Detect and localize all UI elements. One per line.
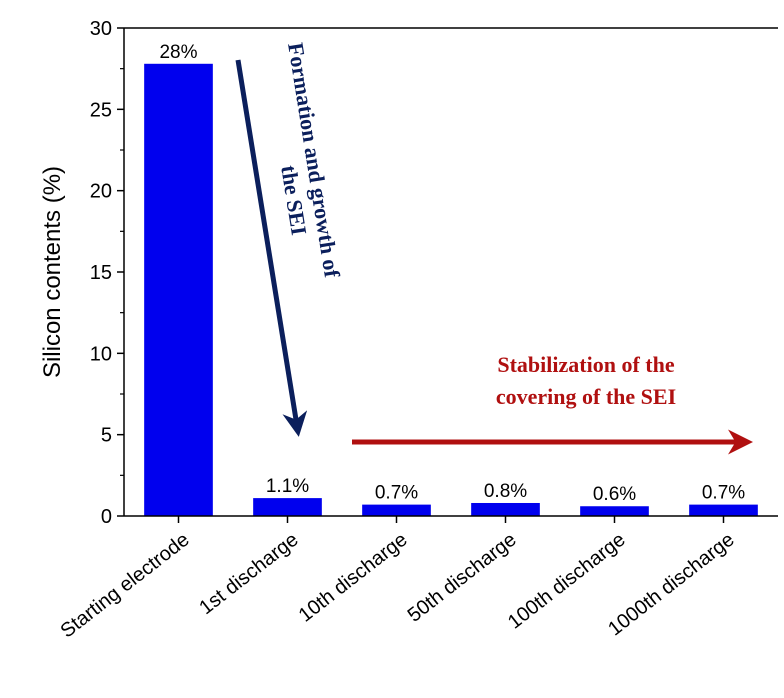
y-ticks-group: 0 5 10 15 20 25 30 (90, 18, 112, 528)
bars-group (144, 63, 758, 516)
formation-arrow (235, 59, 308, 437)
y-tick-label-4: 15 (90, 262, 112, 284)
y-tick-label-5: 20 (90, 181, 112, 203)
y-axis-label: Silicon contents (%) (39, 166, 66, 378)
data-label-6: 0.7% (702, 483, 745, 504)
axes-group (117, 27, 778, 523)
y-tick-label-2: 5 (101, 425, 112, 447)
bar-4 (471, 502, 540, 516)
bar-2 (253, 498, 322, 516)
x-tick-label-4: 50th discharge (404, 529, 521, 627)
data-labels-group: 28% 1.1% 0.7% 0.8% 0.6% 0.7% (159, 42, 745, 505)
stabilization-annotation: Stabilization of the covering of the SEI (496, 352, 676, 409)
x-tick-label-1: Starting electrode (57, 529, 194, 643)
stabilization-text-line-1: Stabilization of the (497, 352, 674, 377)
y-tick-label-3: 10 (90, 343, 112, 365)
data-label-4: 0.8% (484, 481, 527, 502)
bar-3 (362, 504, 431, 516)
y-tick-label-1: 0 (101, 506, 112, 528)
bar-5 (580, 506, 649, 516)
data-label-5: 0.6% (593, 484, 636, 505)
data-label-2: 1.1% (266, 476, 309, 497)
bar-6 (689, 504, 758, 516)
y-tick-label-6: 25 (90, 99, 112, 121)
x-tick-label-3: 10th discharge (295, 529, 412, 627)
data-label-3: 0.7% (375, 483, 418, 504)
formation-text-line-1: Formation and growth of (283, 41, 345, 280)
stabilization-text-line-2: covering of the SEI (496, 384, 676, 409)
bar-1 (144, 63, 213, 516)
x-tick-label-2: 1st discharge (195, 529, 302, 620)
data-label-1: 28% (159, 42, 197, 63)
y-tick-label-7: 30 (90, 18, 112, 40)
